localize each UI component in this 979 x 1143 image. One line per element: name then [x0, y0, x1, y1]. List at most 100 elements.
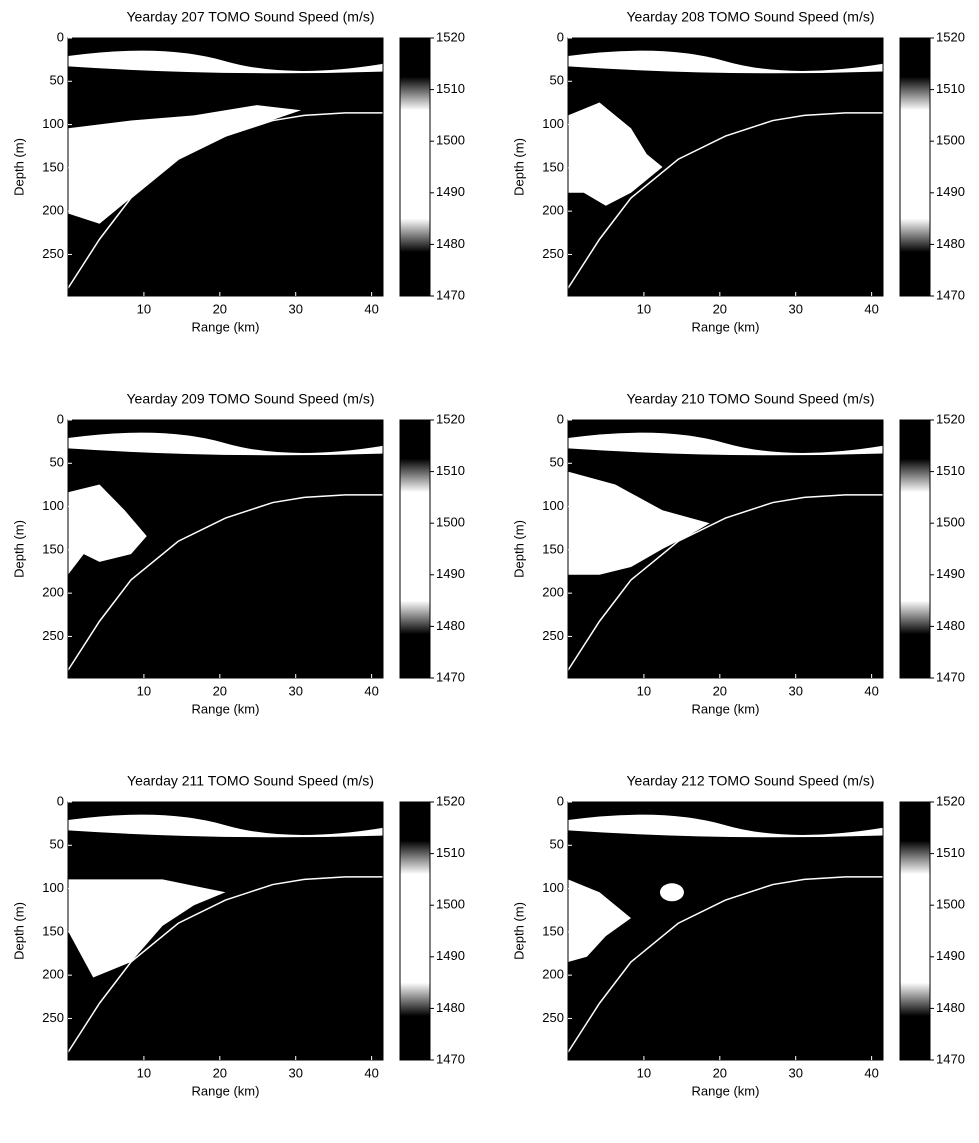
colorbar-tick-label: 1470 [436, 1051, 465, 1066]
y-tick-label: 100 [42, 880, 64, 895]
y-tick-label: 50 [550, 837, 564, 852]
x-axis-label: Range (km) [692, 701, 760, 716]
colorbar-tick-label: 1510 [436, 81, 465, 96]
chart-title: Yearday 208 TOMO Sound Speed (m/s) [627, 9, 875, 25]
colorbar-tick-label: 1480 [936, 236, 965, 251]
colorbar-tick-label: 1510 [936, 463, 965, 478]
y-tick-label: 200 [42, 585, 64, 600]
y-tick-label: 50 [50, 837, 64, 852]
y-axis-label: Depth (m) [11, 138, 26, 196]
colorbar-tick-label: 1470 [936, 669, 965, 684]
panel: 10 20 30 40 0 50 100 150 200 250 Yearday 207 TOMO … [11, 9, 464, 335]
x-tick-label: 40 [364, 1065, 378, 1080]
y-tick-label: 150 [42, 923, 64, 938]
water-mass [568, 879, 631, 962]
y-tick-label: 250 [542, 628, 564, 643]
colorbar [399, 419, 431, 679]
colorbar-tick-label: 1500 [436, 515, 465, 530]
chart-title: Yearday 211 TOMO Sound Speed (m/s) [127, 773, 374, 789]
water-mass [568, 471, 710, 575]
colorbar [899, 37, 931, 297]
x-tick-label: 40 [364, 683, 378, 698]
colorbar-tick-label: 1480 [936, 618, 965, 633]
seafloor [568, 876, 883, 1060]
y-tick-label: 50 [50, 455, 64, 470]
plot-frame [67, 419, 384, 679]
colorbar-tick-label: 1470 [936, 287, 965, 302]
y-axis-label: Depth (m) [11, 902, 26, 960]
colorbar-tick-label: 1480 [436, 1000, 465, 1015]
surface-layer [68, 50, 383, 74]
seafloor-line [567, 112, 883, 289]
y-tick-label: 100 [542, 880, 564, 895]
seafloor-line [67, 494, 383, 671]
colorbar-tick-label: 1520 [936, 793, 965, 808]
colorbar-tick-label: 1480 [436, 618, 465, 633]
colorbar-tick-label: 1500 [936, 133, 965, 148]
colorbar-tick-label: 1490 [936, 948, 965, 963]
x-tick-label: 20 [713, 1065, 727, 1080]
y-tick-label: 200 [42, 967, 64, 982]
chart-title: Yearday 212 TOMO Sound Speed (m/s) [627, 773, 875, 789]
y-tick-label: 200 [42, 203, 64, 218]
seafloor [68, 112, 383, 296]
x-tick-label: 30 [288, 1065, 302, 1080]
x-tick-label: 20 [213, 301, 227, 316]
seafloor [568, 494, 883, 678]
colorbar-tick-label: 1520 [936, 411, 965, 426]
x-tick-label: 10 [137, 301, 151, 316]
water-mass [68, 484, 147, 575]
colorbar-tick-label: 1470 [936, 1051, 965, 1066]
surface-layer [568, 432, 883, 456]
x-tick-label: 30 [288, 301, 302, 316]
y-axis-label: Depth (m) [11, 520, 26, 578]
colorbar-tick-label: 1490 [936, 184, 965, 199]
y-axis-label: Depth (m) [511, 520, 526, 578]
seafloor-line [67, 876, 383, 1053]
water-mass [68, 879, 226, 978]
plot-frame [567, 419, 884, 679]
seafloor-line [567, 494, 883, 671]
colorbar-tick-label: 1470 [436, 287, 465, 302]
plot-frame [567, 37, 884, 297]
surface-layer [68, 432, 383, 456]
y-tick-label: 0 [57, 411, 64, 426]
colorbar-tick-label: 1510 [936, 845, 965, 860]
y-tick-label: 250 [42, 628, 64, 643]
y-tick-label: 0 [57, 29, 64, 44]
panel: 10 20 30 40 0 50 100 150 200 250 Yearday 211 TOMO … [11, 773, 464, 1099]
y-tick-label: 0 [57, 793, 64, 808]
plot-frame [67, 801, 384, 1061]
panel: 10 20 30 40 0 50 100 150 200 250 Yearday 210 TOMO … [511, 391, 964, 717]
y-tick-label: 50 [550, 455, 564, 470]
y-tick-label: 100 [542, 116, 564, 131]
x-tick-label: 10 [137, 683, 151, 698]
water-mass [659, 883, 684, 902]
colorbar [899, 419, 931, 679]
colorbar-tick-label: 1500 [936, 515, 965, 530]
colorbar-tick-label: 1510 [936, 81, 965, 96]
y-tick-label: 150 [542, 159, 564, 174]
y-tick-label: 200 [542, 585, 564, 600]
chart-title: Yearday 210 TOMO Sound Speed (m/s) [627, 391, 875, 407]
y-tick-label: 150 [542, 923, 564, 938]
colorbar-tick-label: 1520 [436, 793, 465, 808]
y-tick-label: 200 [542, 203, 564, 218]
x-axis-label: Range (km) [692, 319, 760, 334]
colorbar-tick-label: 1520 [436, 29, 465, 44]
colorbar-tick-label: 1510 [436, 845, 465, 860]
y-tick-label: 0 [557, 29, 564, 44]
seafloor-line [67, 112, 383, 289]
seafloor [68, 494, 383, 678]
y-tick-label: 0 [557, 793, 564, 808]
seafloor-line [567, 876, 883, 1053]
y-tick-label: 100 [42, 116, 64, 131]
x-tick-label: 30 [788, 1065, 802, 1080]
x-tick-label: 40 [364, 301, 378, 316]
y-tick-label: 50 [50, 73, 64, 88]
surface-layer [68, 814, 383, 838]
colorbar-tick-label: 1490 [436, 948, 465, 963]
x-tick-label: 40 [864, 683, 878, 698]
colorbar-tick-label: 1480 [436, 236, 465, 251]
colorbar [399, 801, 431, 1061]
